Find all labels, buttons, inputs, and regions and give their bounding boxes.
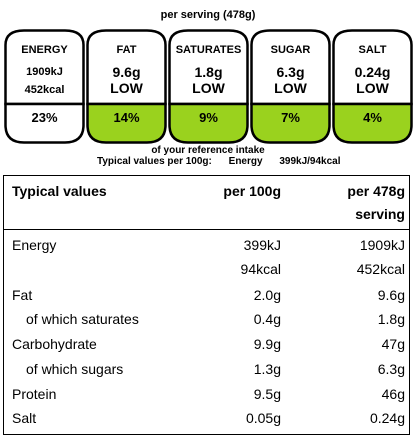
label-salt-level: LOW [356,80,389,96]
label-saturates-amount: 1.8g [194,64,223,80]
label-fat-percent: 14% [113,110,140,125]
label-salt: SALT 0.24g LOW 4% [332,29,413,144]
label-fat-shape [86,29,167,144]
label-salt-percent: 4% [363,110,382,125]
label-sugar-percent: 7% [281,110,300,125]
label-sugar-amount: 6.3g [276,64,305,80]
label-sugar-level: LOW [274,80,307,96]
table-row-label: Energy [12,237,57,253]
label-fat-level: LOW [110,80,143,96]
reference-intake-note: of your reference intake [151,145,265,156]
table-row-label: of which sugars [26,361,124,377]
table-header-divider [4,229,409,230]
serving-size-heading: per serving (478g) [160,9,256,21]
table-row-per-serving: 47g [381,336,405,352]
table-row-per-100g: 94kcal [240,261,281,277]
label-fat: FAT 9.6g LOW 14% [86,29,167,144]
label-energy-kcal: 452kcal [24,84,65,96]
typical-values-prefix: Typical values per 100g: [97,156,212,167]
typical-values-energy-label: Energy [228,156,263,167]
table-row-per-100g: 0.05g [245,410,281,426]
label-sugar-name: SUGAR [270,44,311,56]
label-saturates-percent: 9% [199,110,218,125]
label-fat-amount: 9.6g [112,64,141,80]
label-energy-shape [4,29,85,144]
table-row-per-100g: 399kJ [243,237,281,253]
table-row-label: of which saturates [26,311,139,327]
label-energy-kj: 1909kJ [26,66,63,78]
front-of-pack-labels: ENERGY 1909kJ 452kcal 23% FAT 9.6g LOW 1… [4,29,413,144]
label-energy-name: ENERGY [21,44,68,56]
table-row-label: Salt [12,410,37,426]
table-row-per-serving: 1.8g [377,311,405,327]
label-salt-shape [332,29,413,144]
label-salt-name: SALT [358,44,387,56]
typical-values-summary: Typical values per 100g: Energy 399kJ/94… [97,156,341,167]
table-row-per-100g: 0.4g [253,311,281,327]
table-row-per-serving: 1909kJ [359,237,405,253]
table-header-label: Typical values [12,183,107,199]
table-header-per-serving: per 478g [347,183,405,199]
table-row-label: Carbohydrate [12,336,97,352]
label-energy-percent: 23% [31,110,58,125]
table-row-label: Fat [12,287,33,303]
table-row-per-serving: 9.6g [377,287,405,303]
typical-values-energy-value: 399kJ/94kcal [279,156,341,167]
label-saturates-level: LOW [192,80,225,96]
table-row-per-serving: 0.24g [369,410,405,426]
table-row-per-100g: 2.0g [253,287,281,303]
label-energy: ENERGY 1909kJ 452kcal 23% [4,29,85,144]
label-saturates: SATURATES 1.8g LOW 9% [168,29,249,144]
table-row-per-serving: 46g [381,386,405,402]
label-salt-amount: 0.24g [354,64,391,80]
table-row-label: Protein [12,386,57,402]
table-row-per-serving: 6.3g [377,361,405,377]
label-sugar-shape [250,29,331,144]
table-row-per-100g: 9.5g [253,386,281,402]
table-row-per-serving: 452kcal [356,261,405,277]
label-saturates-shape [168,29,249,144]
table-header-per-100g: per 100g [223,183,281,199]
nutrition-table: Typical values per 100g per 478g serving… [3,175,410,435]
table-header-serving: serving [355,206,405,222]
label-sugar: SUGAR 6.3g LOW 7% [250,29,331,144]
label-fat-name: FAT [116,44,137,56]
label-saturates-name: SATURATES [175,44,242,56]
table-row-per-100g: 9.9g [253,336,281,352]
table-row-per-100g: 1.3g [253,361,281,377]
